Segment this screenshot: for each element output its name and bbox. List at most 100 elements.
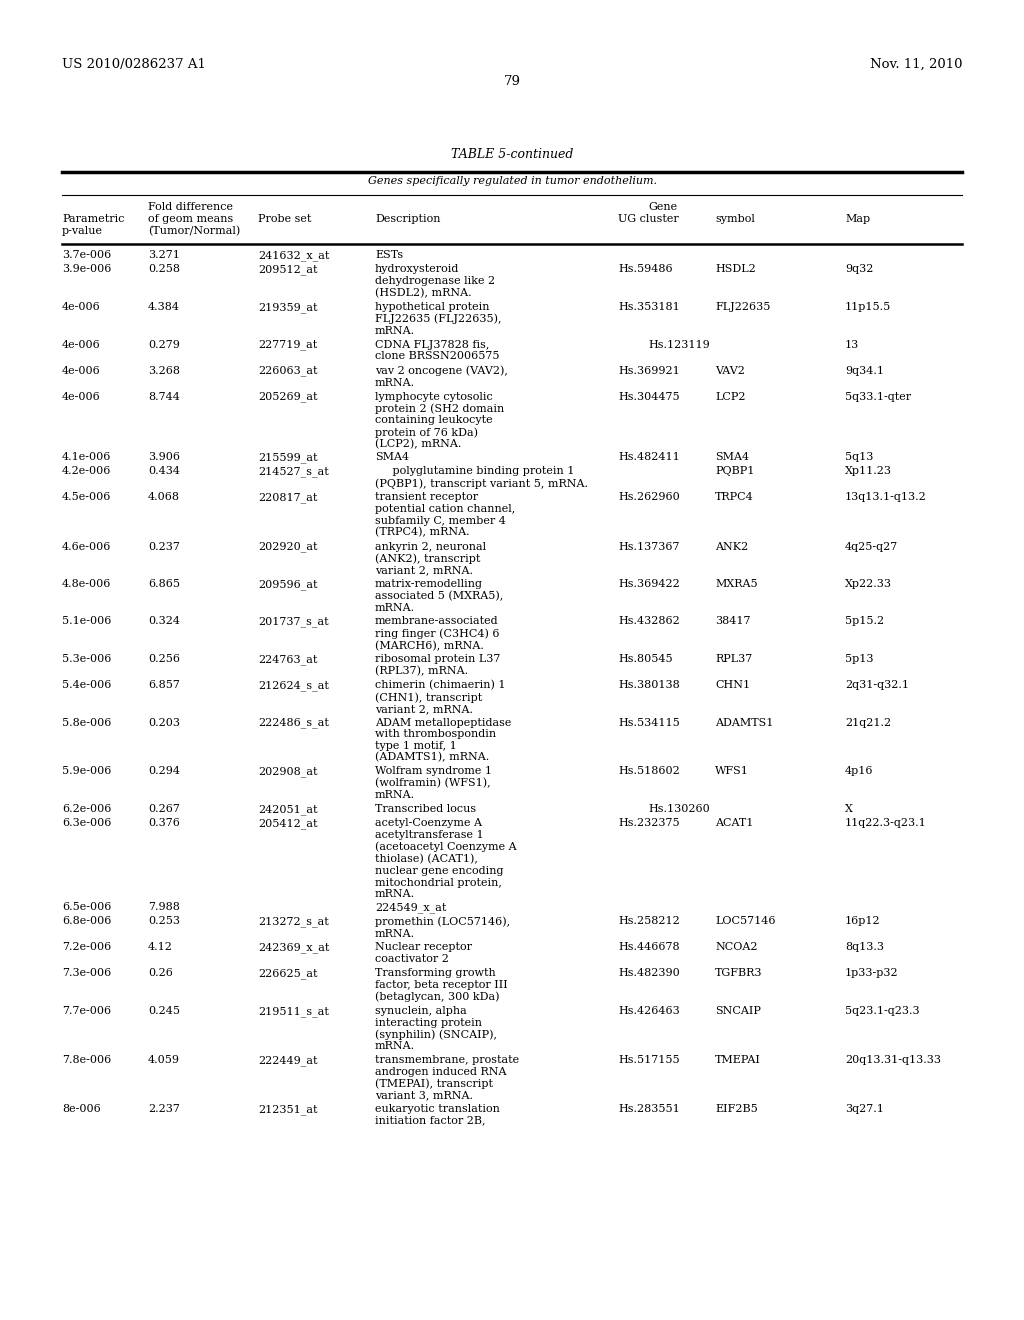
Text: 7.7e-006: 7.7e-006 xyxy=(62,1006,112,1016)
Text: Transforming growth
factor, beta receptor III
(betaglycan, 300 kDa): Transforming growth factor, beta recepto… xyxy=(375,969,508,1002)
Text: p-value: p-value xyxy=(62,226,103,236)
Text: 215599_at: 215599_at xyxy=(258,451,317,463)
Text: LOC57146: LOC57146 xyxy=(715,916,775,927)
Text: WFS1: WFS1 xyxy=(715,767,749,776)
Text: TRPC4: TRPC4 xyxy=(715,492,754,503)
Text: 6.8e-006: 6.8e-006 xyxy=(62,916,112,927)
Text: 13q13.1-q13.2: 13q13.1-q13.2 xyxy=(845,492,927,503)
Text: 0.267: 0.267 xyxy=(148,804,180,814)
Text: HSDL2: HSDL2 xyxy=(715,264,756,275)
Text: 38417: 38417 xyxy=(715,616,751,627)
Text: Xp22.33: Xp22.33 xyxy=(845,579,892,589)
Text: 4e-006: 4e-006 xyxy=(62,392,100,401)
Text: Hs.304475: Hs.304475 xyxy=(618,392,680,401)
Text: Hs.482390: Hs.482390 xyxy=(618,969,680,978)
Text: 6.3e-006: 6.3e-006 xyxy=(62,818,112,829)
Text: Xp11.23: Xp11.23 xyxy=(845,466,892,477)
Text: Map: Map xyxy=(845,214,870,224)
Text: 8q13.3: 8q13.3 xyxy=(845,942,884,953)
Text: Hs.426463: Hs.426463 xyxy=(618,1006,680,1016)
Text: TGFBR3: TGFBR3 xyxy=(715,969,763,978)
Text: SNCAIP: SNCAIP xyxy=(715,1006,761,1016)
Text: 13: 13 xyxy=(845,339,859,350)
Text: 202920_at: 202920_at xyxy=(258,541,317,552)
Text: 4p16: 4p16 xyxy=(845,767,873,776)
Text: Hs.534115: Hs.534115 xyxy=(618,718,680,727)
Text: 5p13: 5p13 xyxy=(845,653,873,664)
Text: 220817_at: 220817_at xyxy=(258,492,317,503)
Text: 6.865: 6.865 xyxy=(148,579,180,589)
Text: 222449_at: 222449_at xyxy=(258,1055,317,1065)
Text: Hs.232375: Hs.232375 xyxy=(618,818,680,829)
Text: RPL37: RPL37 xyxy=(715,653,753,664)
Text: 11q22.3-q23.1: 11q22.3-q23.1 xyxy=(845,818,927,829)
Text: FLJ22635: FLJ22635 xyxy=(715,302,770,312)
Text: 6.2e-006: 6.2e-006 xyxy=(62,804,112,814)
Text: 224763_at: 224763_at xyxy=(258,653,317,665)
Text: 0.203: 0.203 xyxy=(148,718,180,727)
Text: 212624_s_at: 212624_s_at xyxy=(258,680,329,690)
Text: Hs.59486: Hs.59486 xyxy=(618,264,673,275)
Text: hydroxysteroid
dehydrogenase like 2
(HSDL2), mRNA.: hydroxysteroid dehydrogenase like 2 (HSD… xyxy=(375,264,496,298)
Text: 0.279: 0.279 xyxy=(148,339,180,350)
Text: Genes specifically regulated in tumor endothelium.: Genes specifically regulated in tumor en… xyxy=(368,176,656,186)
Text: 8e-006: 8e-006 xyxy=(62,1104,100,1114)
Text: 4.068: 4.068 xyxy=(148,492,180,503)
Text: lymphocyte cytosolic
protein 2 (SH2 domain
containing leukocyte
protein of 76 kD: lymphocyte cytosolic protein 2 (SH2 doma… xyxy=(375,392,504,450)
Text: Hs.353181: Hs.353181 xyxy=(618,302,680,312)
Text: 0.256: 0.256 xyxy=(148,653,180,664)
Text: ANK2: ANK2 xyxy=(715,541,749,552)
Text: ADAMTS1: ADAMTS1 xyxy=(715,718,773,727)
Text: Hs.446678: Hs.446678 xyxy=(618,942,680,953)
Text: 7.3e-006: 7.3e-006 xyxy=(62,969,112,978)
Text: 4.6e-006: 4.6e-006 xyxy=(62,541,112,552)
Text: 5.1e-006: 5.1e-006 xyxy=(62,616,112,627)
Text: 0.376: 0.376 xyxy=(148,818,180,829)
Text: 2.237: 2.237 xyxy=(148,1104,180,1114)
Text: 226625_at: 226625_at xyxy=(258,969,317,979)
Text: 213272_s_at: 213272_s_at xyxy=(258,916,329,927)
Text: ankyrin 2, neuronal
(ANK2), transcript
variant 2, mRNA.: ankyrin 2, neuronal (ANK2), transcript v… xyxy=(375,541,486,576)
Text: EIF2B5: EIF2B5 xyxy=(715,1104,758,1114)
Text: 5.9e-006: 5.9e-006 xyxy=(62,767,112,776)
Text: 4.2e-006: 4.2e-006 xyxy=(62,466,112,477)
Text: ribosomal protein L37
(RPL37), mRNA.: ribosomal protein L37 (RPL37), mRNA. xyxy=(375,653,501,676)
Text: Hs.137367: Hs.137367 xyxy=(618,541,680,552)
Text: 1p33-p32: 1p33-p32 xyxy=(845,969,899,978)
Text: 8.744: 8.744 xyxy=(148,392,180,401)
Text: Hs.380138: Hs.380138 xyxy=(618,680,680,690)
Text: TMEPAI: TMEPAI xyxy=(715,1055,761,1065)
Text: 7.8e-006: 7.8e-006 xyxy=(62,1055,112,1065)
Text: 212351_at: 212351_at xyxy=(258,1104,317,1114)
Text: NCOA2: NCOA2 xyxy=(715,942,758,953)
Text: Hs.432862: Hs.432862 xyxy=(618,616,680,627)
Text: Hs.80545: Hs.80545 xyxy=(618,653,673,664)
Text: 3.271: 3.271 xyxy=(148,249,180,260)
Text: vav 2 oncogene (VAV2),
mRNA.: vav 2 oncogene (VAV2), mRNA. xyxy=(375,366,508,388)
Text: LCP2: LCP2 xyxy=(715,392,745,401)
Text: 241632_x_at: 241632_x_at xyxy=(258,249,330,261)
Text: promethin (LOC57146),
mRNA.: promethin (LOC57146), mRNA. xyxy=(375,916,510,939)
Text: 11p15.5: 11p15.5 xyxy=(845,302,891,312)
Text: Transcribed locus: Transcribed locus xyxy=(375,804,476,814)
Text: PQBP1: PQBP1 xyxy=(715,466,755,477)
Text: hypothetical protein
FLJ22635 (FLJ22635),
mRNA.: hypothetical protein FLJ22635 (FLJ22635)… xyxy=(375,302,502,335)
Text: 4e-006: 4e-006 xyxy=(62,302,100,312)
Text: Hs.130260: Hs.130260 xyxy=(648,804,710,814)
Text: 5q13: 5q13 xyxy=(845,451,873,462)
Text: 7.988: 7.988 xyxy=(148,902,180,912)
Text: transmembrane, prostate
androgen induced RNA
(TMEPAI), transcript
variant 3, mRN: transmembrane, prostate androgen induced… xyxy=(375,1055,519,1101)
Text: 6.857: 6.857 xyxy=(148,680,180,690)
Text: 202908_at: 202908_at xyxy=(258,767,317,777)
Text: 214527_s_at: 214527_s_at xyxy=(258,466,329,478)
Text: 205269_at: 205269_at xyxy=(258,392,317,403)
Text: 242369_x_at: 242369_x_at xyxy=(258,942,330,953)
Text: 3q27.1: 3q27.1 xyxy=(845,1104,884,1114)
Text: transient receptor
potential cation channel,
subfamily C, member 4
(TRPC4), mRNA: transient receptor potential cation chan… xyxy=(375,492,515,537)
Text: 79: 79 xyxy=(504,75,520,88)
Text: 5.8e-006: 5.8e-006 xyxy=(62,718,112,727)
Text: Hs.283551: Hs.283551 xyxy=(618,1104,680,1114)
Text: 209596_at: 209596_at xyxy=(258,579,317,590)
Text: 4e-006: 4e-006 xyxy=(62,339,100,350)
Text: 3.906: 3.906 xyxy=(148,451,180,462)
